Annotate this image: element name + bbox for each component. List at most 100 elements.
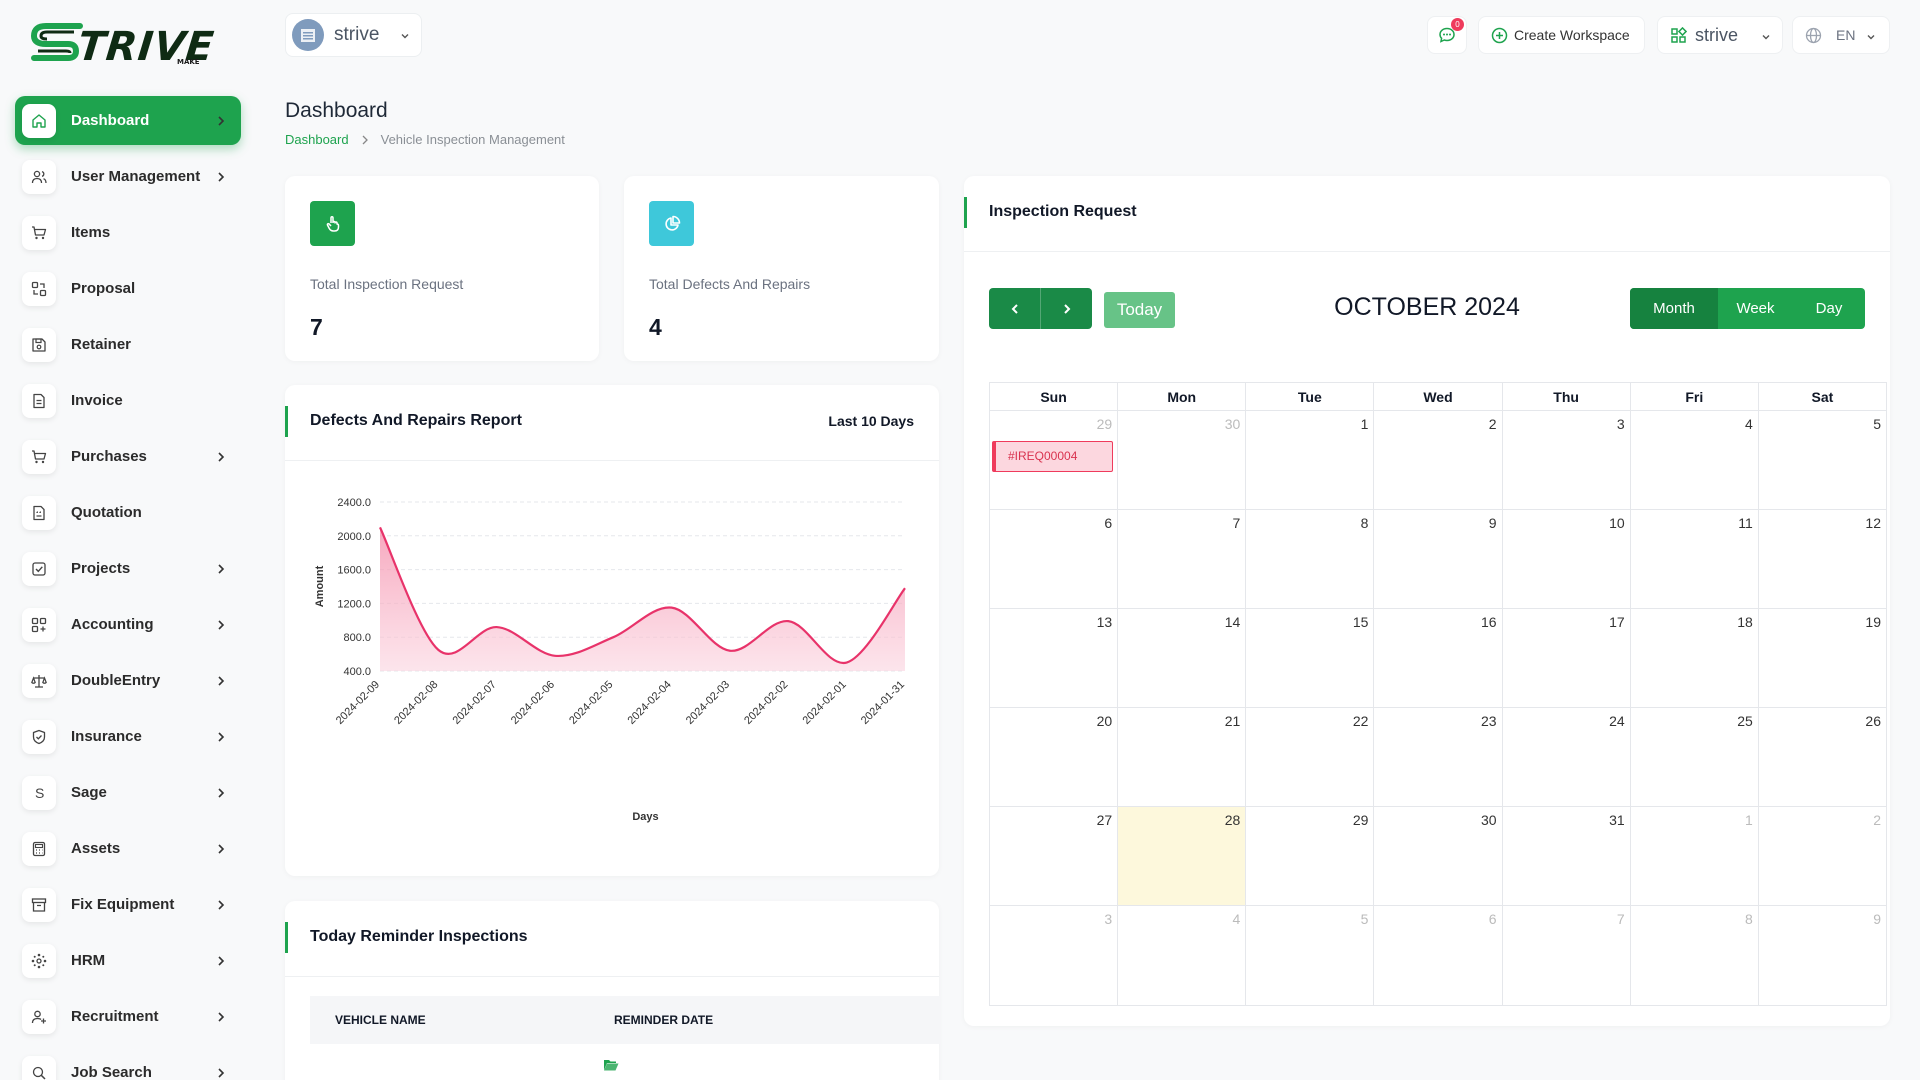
day-number: 2 [1873,812,1881,828]
calendar-day-cell[interactable]: 25 [1631,708,1759,806]
workspace-selector[interactable]: strive [285,13,422,57]
calendar-day-cell[interactable]: 22 [1246,708,1375,806]
sidebar-item-sage[interactable]: S Sage [15,768,241,817]
calendar-day-cell[interactable]: 9 [1374,510,1503,608]
calendar-day-cell[interactable]: 16 [1374,609,1503,707]
logo-subtext: MAKE [177,58,200,66]
sidebar-item-retainer[interactable]: Retainer [15,320,241,369]
stat-icon-box [310,201,355,246]
sidebar-item-fix-equipment[interactable]: Fix Equipment [15,880,241,929]
calendar-day-cell[interactable]: 29 #IREQ00004 [990,411,1119,509]
calendar-day-cell[interactable]: 30 [1374,807,1503,905]
calendar-event[interactable]: #IREQ00004 [992,441,1113,472]
calendar-day-cell[interactable]: 23 [1374,708,1503,806]
range-filter[interactable]: Last 10 Days [828,413,914,429]
day-number: 9 [1488,515,1497,531]
sidebar-item-label: Dashboard [71,112,150,129]
calendar-day-cell[interactable]: 4 [1631,411,1759,509]
calendar-day-cell[interactable]: 12 [1759,510,1886,608]
sidebar-item-proposal[interactable]: Proposal [15,264,241,313]
reminder-inspections-card: Today Reminder Inspections VEHICLE NAME … [285,901,940,1080]
calendar-day-cell[interactable]: 7 [1503,906,1631,1005]
calendar-day-cell[interactable]: 8 [1246,510,1375,608]
day-number: 13 [1096,614,1113,630]
view-month-button[interactable]: Month [1630,288,1718,329]
calendar-day-cell[interactable]: 1 [1631,807,1759,905]
calendar-day-cell[interactable]: 13 [990,609,1119,707]
calendar-day-cell[interactable]: 30 [1118,411,1247,509]
weekday-header: Mon [1118,383,1247,410]
brand-logo[interactable]: TRIVE MAKE [30,18,217,72]
calendar-week-row: 3 4 5 6 7 8 9 [990,906,1886,1005]
sidebar-item-dashboard[interactable]: Dashboard [15,96,241,145]
sidebar-item-hrm[interactable]: HRM [15,936,241,985]
x-tick-label: 2024-02-03 [684,679,732,727]
calendar-day-cell[interactable]: 24 [1503,708,1631,806]
day-number: 30 [1224,416,1241,432]
view-day-button[interactable]: Day [1815,300,1843,317]
calendar-day-cell[interactable]: 17 [1503,609,1631,707]
day-number: 30 [1480,812,1497,828]
sidebar-item-accounting[interactable]: Accounting [15,600,241,649]
calendar-day-cell[interactable]: 19 [1759,609,1886,707]
calendar-day-cell[interactable]: 2 [1759,807,1886,905]
view-week-button[interactable]: Week [1736,300,1775,317]
calendar-day-cell[interactable]: 2 [1374,411,1503,509]
create-workspace-button[interactable]: Create Workspace [1478,16,1645,54]
calendar-day-cell[interactable]: 11 [1631,510,1759,608]
calendar-day-cell[interactable]: 7 [1118,510,1247,608]
calendar-day-cell[interactable]: 27 [990,807,1119,905]
calendar-day-cell[interactable]: 10 [1503,510,1631,608]
x-tick-label: 2024-02-07 [451,679,499,727]
chevron-right-icon [218,1067,225,1078]
chat-button[interactable]: 0 [1427,16,1467,54]
day-number: 8 [1745,911,1753,927]
calendar-weekday-row: Sun Mon Tue Wed Thu Fri Sat [990,383,1886,411]
sidebar-item-assets[interactable]: Assets [15,824,241,873]
calendar-day-cell[interactable]: 21 [1118,708,1247,806]
calendar-week-row: 20 21 22 23 24 25 26 [990,708,1886,807]
breadcrumb-home-link[interactable]: Dashboard [285,132,349,147]
calendar-day-cell[interactable]: 15 [1246,609,1375,707]
arrows-icon [22,271,56,306]
sidebar-item-insurance[interactable]: Insurance [15,712,241,761]
calendar-day-cell[interactable]: 18 [1631,609,1759,707]
defects-area-chart: 400.0 800.0 1200.0 1600.0 2000.0 2400.0 2024-0… [314,497,907,823]
calendar-nav-group [989,288,1092,329]
calendar-day-cell[interactable]: 1 [1246,411,1375,509]
calendar-day-cell[interactable]: 9 [1759,906,1886,1005]
sidebar-item-recruitment[interactable]: Recruitment [15,992,241,1041]
sidebar-item-doubleentry[interactable]: DoubleEntry [15,656,241,705]
calendar-day-cell[interactable]: 14 [1118,609,1247,707]
calendar-day-cell[interactable]: 4 [1118,906,1247,1005]
calendar-day-cell[interactable]: 6 [1374,906,1503,1005]
sidebar-item-purchases[interactable]: Purchases [15,432,241,481]
calendar-prev-button[interactable] [989,288,1041,329]
sidebar-item-quotation[interactable]: Quotation [15,488,241,537]
calendar-today-button[interactable]: Today [1104,292,1175,328]
calendar-day-cell[interactable]: 5 [1759,411,1886,509]
sidebar-item-job-search[interactable]: Job Search [15,1048,241,1080]
calendar-day-cell[interactable]: 31 [1503,807,1631,905]
calendar-day-cell[interactable]: 29 [1246,807,1375,905]
calendar-day-cell[interactable]: 3 [1503,411,1631,509]
calendar-day-cell[interactable]: 8 [1631,906,1759,1005]
calendar-day-cell[interactable]: 26 [1759,708,1886,806]
day-number: 10 [1609,515,1625,531]
language-selector[interactable]: EN [1792,16,1890,54]
calendar-day-cell[interactable]: 20 [990,708,1119,806]
workspace-switch-button[interactable]: strive [1657,16,1783,54]
y-tick-label: 800.0 [343,632,371,644]
calendar-next-button[interactable] [1041,288,1092,329]
sidebar-item-user-management[interactable]: User Management [15,152,241,201]
day-number: 31 [1609,812,1625,828]
calendar-day-cell[interactable]: 3 [990,906,1119,1005]
sidebar-item-items[interactable]: Items [15,208,241,257]
sidebar-item-projects[interactable]: Projects [15,544,241,593]
sidebar-item-label: Job Search [71,1064,152,1080]
apps-grid-icon [1671,26,1687,43]
calendar-day-cell[interactable]: 5 [1246,906,1375,1005]
calendar-day-cell[interactable]: 6 [990,510,1119,608]
calendar-day-cell[interactable]: 28 [1118,807,1247,905]
sidebar-item-invoice[interactable]: Invoice [15,376,241,425]
